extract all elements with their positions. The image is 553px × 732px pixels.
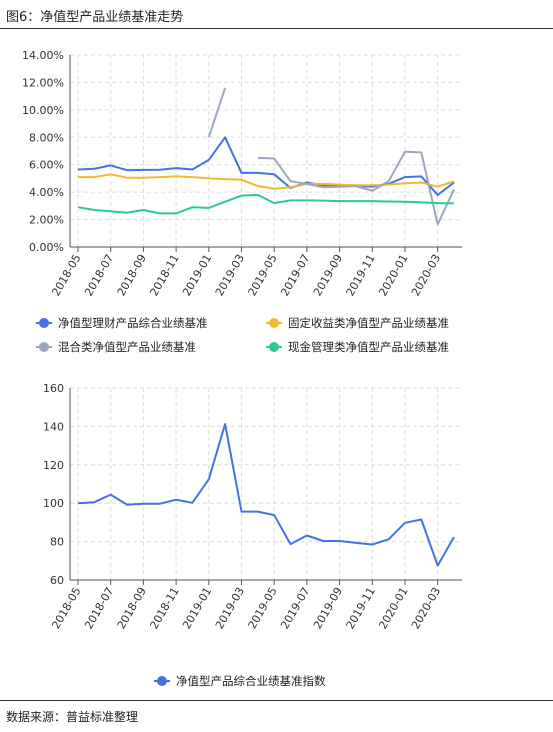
x-tick-label: 2020-03 — [409, 585, 443, 631]
x-tick-label: 2019-01 — [180, 585, 214, 631]
legend-marker-3 — [39, 342, 49, 352]
x-tick-label: 2020-01 — [376, 585, 410, 631]
y-tick-label: 4.00% — [29, 186, 64, 199]
x-tick-label: 2019-11 — [344, 585, 378, 631]
y-tick-label: 0.00% — [29, 241, 64, 254]
y-tick-label: 80 — [50, 536, 64, 549]
legend-label-3: 混合类净值型产品业绩基准 — [58, 340, 196, 354]
x-tick-label: 2018-07 — [82, 252, 116, 298]
y-tick-label: 12.00% — [22, 76, 64, 89]
series-line-3 — [207, 87, 455, 226]
y-tick-label: 100 — [43, 497, 64, 510]
x-tick-label: 2018-05 — [49, 252, 83, 298]
x-tick-label: 2018-11 — [147, 585, 181, 631]
y-tick-label: 14.00% — [22, 49, 64, 62]
x-tick-label: 2018-09 — [115, 585, 149, 631]
x-tick-label: 2019-01 — [180, 252, 214, 298]
x-tick-label: 2018-05 — [49, 585, 83, 631]
legend-marker-2 — [269, 318, 279, 328]
legend-label-1: 净值型理财产品综合业绩基准 — [58, 316, 208, 330]
series-line-1 — [77, 136, 455, 196]
x-tick-label: 2019-07 — [278, 252, 312, 298]
x-tick-label: 2018-11 — [147, 252, 181, 298]
legend-marker-4 — [269, 342, 279, 352]
chart-1: 0.00% 2.00% 4.00% 6.00% 8.00% 10.00% 12.00% 14.… — [22, 49, 462, 354]
source-note: 数据来源：普益标准整理 — [6, 710, 139, 724]
x-tick-label: 2020-03 — [409, 252, 443, 298]
series-line-2 — [78, 173, 455, 190]
x-tick-label: 2019-03 — [213, 585, 247, 631]
x-tick-label: 2018-09 — [115, 252, 149, 298]
x-tick-label: 2019-03 — [213, 252, 247, 298]
series-line-4 — [77, 193, 455, 215]
y-tick-label: 10.00% — [22, 104, 64, 117]
y-tick-label: 140 — [43, 420, 64, 433]
y-tick-label: 6.00% — [29, 159, 64, 172]
figure-title: 图6：净值型产品业绩基准走势 — [6, 10, 184, 25]
x-tick-label: 2019-07 — [278, 585, 312, 631]
y-tick-label: 2.00% — [29, 214, 64, 227]
y-tick-label: 60 — [50, 574, 64, 587]
series-line-1 — [77, 423, 455, 567]
x-tick-label: 2019-05 — [246, 252, 280, 298]
legend-label-1: 净值型产品综合业绩基准指数 — [176, 674, 326, 688]
chart-2: 60801001201401602018-052018-072018-09201… — [43, 382, 462, 688]
top-rule — [0, 28, 553, 29]
legend-label-2: 固定收益类净值型产品业绩基准 — [288, 316, 449, 330]
x-tick-label: 2019-11 — [344, 252, 378, 298]
x-tick-label: 2018-07 — [82, 585, 116, 631]
legend-label-4: 现金管理类净值型产品业绩基准 — [288, 340, 449, 354]
y-tick-label: 120 — [43, 459, 64, 472]
x-tick-label: 2019-09 — [311, 585, 345, 631]
x-tick-label: 2019-09 — [311, 252, 345, 298]
y-tick-label: 8.00% — [29, 131, 64, 144]
legend-marker-1 — [157, 676, 167, 686]
x-tick-label: 2019-05 — [246, 585, 280, 631]
x-tick-label: 2020-01 — [376, 252, 410, 298]
legend-marker-1 — [39, 318, 49, 328]
bottom-rule — [0, 700, 553, 701]
y-tick-label: 160 — [43, 382, 64, 395]
